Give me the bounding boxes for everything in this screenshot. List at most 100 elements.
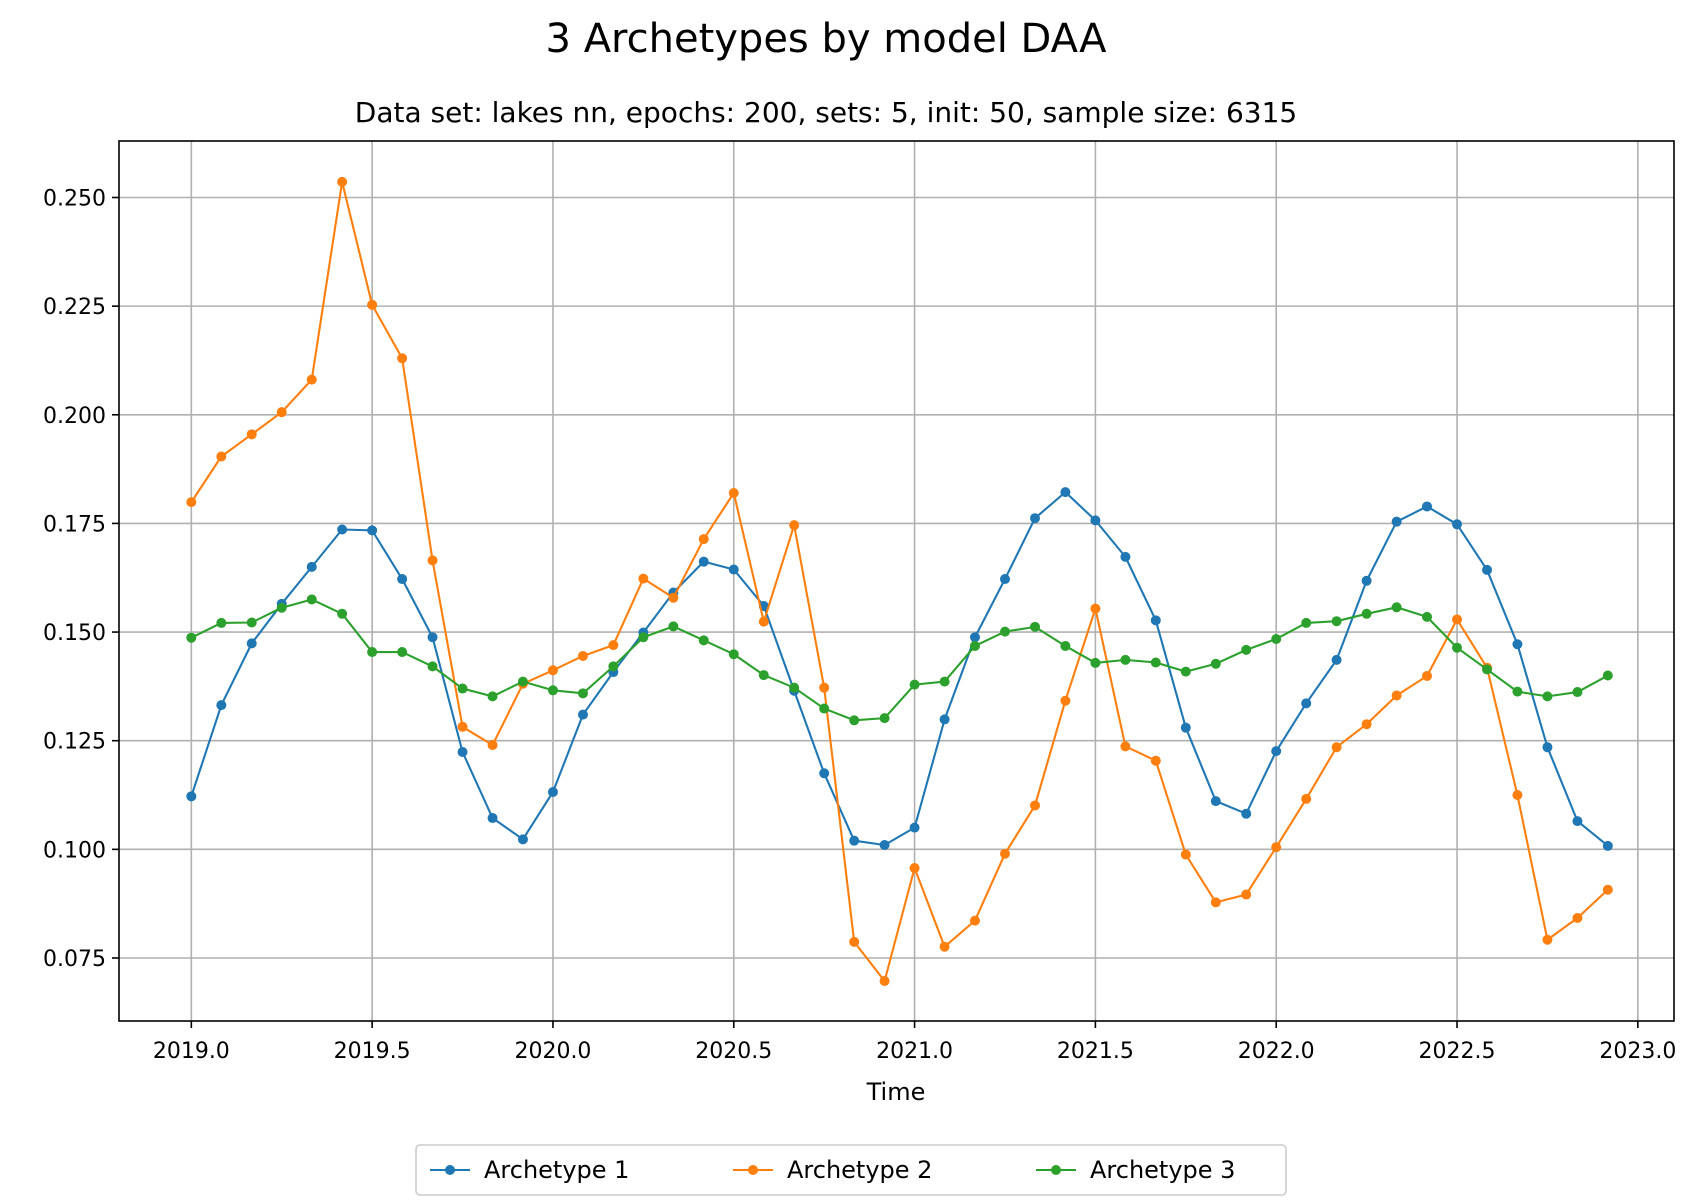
data-point [487,813,498,824]
y-tick-label: 0.100 [43,838,106,863]
data-point [1482,564,1493,575]
data-point [1090,515,1101,526]
data-point [1391,602,1402,613]
data-point [216,700,227,711]
data-point [1301,793,1312,804]
data-point [1060,487,1071,498]
data-point [1301,698,1312,709]
data-point [1391,516,1402,527]
data-point [1150,755,1161,766]
series-layer [186,176,1613,987]
data-point [1361,575,1372,586]
data-point [1331,616,1342,627]
data-point [728,564,739,575]
legend-label: Archetype 1 [484,1156,629,1184]
data-point [698,556,709,567]
legend-swatch-marker [748,1165,758,1175]
series-line [190,180,1609,983]
data-point [1602,840,1613,851]
data-point [1210,796,1221,807]
data-point [1391,690,1402,701]
data-point [547,665,558,676]
data-point [969,632,980,643]
data-point [1452,614,1463,625]
data-point [939,941,950,952]
data-point [909,679,920,690]
data-point [367,647,378,658]
y-tick-label: 0.075 [43,947,106,972]
data-point [397,647,408,658]
data-point [246,638,257,649]
data-point [1180,849,1191,860]
x-tick-label: 2021.0 [876,1039,953,1064]
data-point [547,685,558,696]
data-point [457,683,468,694]
data-point [427,555,438,566]
y-tick-label: 0.125 [43,730,106,755]
x-axis-label: Time [866,1078,926,1106]
data-point [758,616,769,627]
data-point [879,713,890,724]
data-point [1301,617,1312,628]
data-point [789,682,800,693]
legend[interactable]: Archetype 1 Archetype 2 Archetype 3 [415,1144,1287,1196]
data-point [1271,746,1282,757]
data-point [367,525,378,536]
data-point [879,840,890,850]
data-point [1452,642,1463,653]
legend-item-archetype-2[interactable]: Archetype 2 [733,1156,932,1184]
data-point [1060,695,1071,706]
data-point [698,534,709,545]
data-point [216,451,227,462]
y-tick-label: 0.150 [43,621,106,646]
data-point [1271,842,1282,853]
data-point [1572,913,1583,924]
data-point [1542,934,1553,945]
series-archetype-1 [186,487,1613,851]
data-point [306,561,317,572]
data-point [1150,657,1161,668]
data-point [668,592,679,603]
data-point [1120,654,1131,665]
data-point [1572,816,1583,827]
data-point [397,574,408,585]
data-point [999,626,1010,637]
data-point [1210,658,1221,669]
data-point [1210,897,1221,908]
x-axis: 2019.0 2019.5 2020.0 2020.5 2021.0 2021.5 2022… [153,1021,1676,1064]
data-point [577,688,588,699]
y-tick-label: 0.225 [43,295,106,320]
data-point [1482,664,1493,675]
data-point [1452,519,1463,530]
data-point [306,594,317,605]
data-point [608,640,619,651]
data-point [186,497,197,508]
legend-item-archetype-3[interactable]: Archetype 3 [1036,1156,1235,1184]
data-point [1542,691,1553,702]
data-point [728,488,739,498]
data-point [457,721,468,732]
data-point [638,573,649,584]
legend-item-archetype-1[interactable]: Archetype 1 [430,1156,629,1184]
data-point [1150,615,1161,626]
data-point [487,740,498,751]
data-point [969,640,980,651]
x-tick-label: 2020.5 [695,1039,772,1064]
data-point [1180,666,1191,677]
data-point [1512,686,1523,697]
data-point [1361,719,1372,730]
data-point [608,661,619,672]
y-tick-label: 0.175 [43,512,106,537]
data-point [186,791,197,802]
data-point [698,635,709,646]
data-point [879,976,890,987]
data-point [1090,603,1101,614]
data-point [1422,611,1433,622]
data-point [819,682,830,693]
data-point [1331,654,1342,665]
data-point [337,176,348,187]
series-line [190,491,1609,847]
series-line [190,598,1609,722]
data-point [246,617,257,628]
